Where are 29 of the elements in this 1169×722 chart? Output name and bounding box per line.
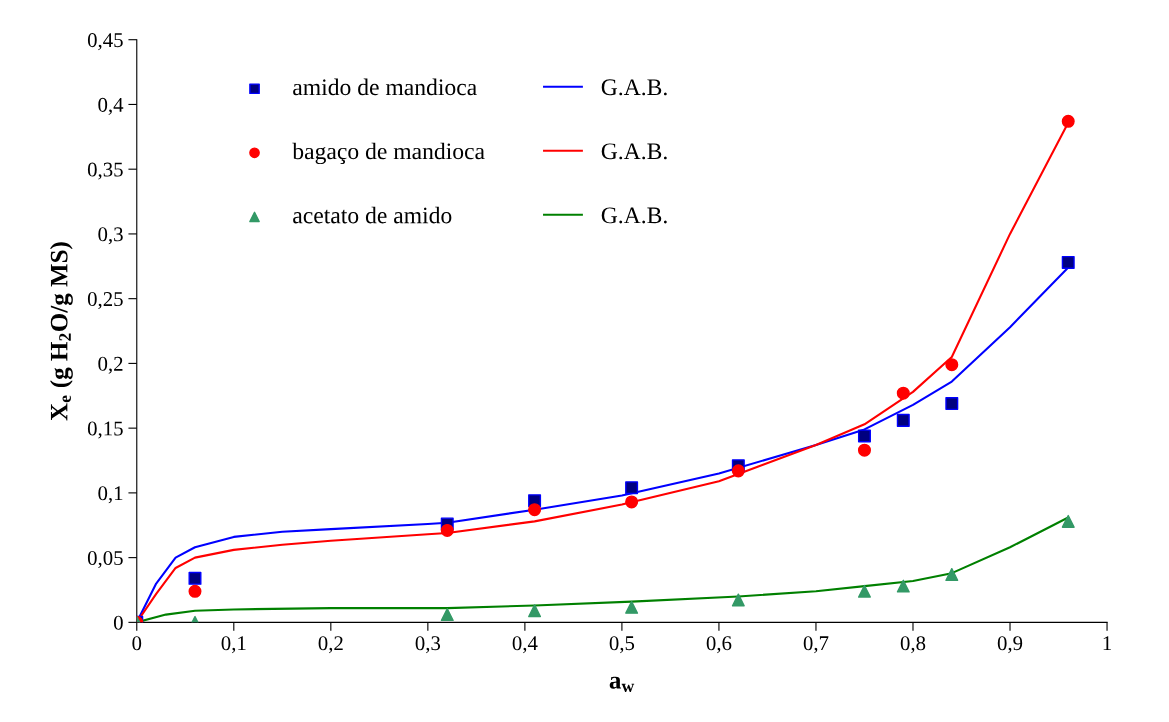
legend-label: acetato de amido: [293, 206, 452, 224]
x-tick-label: 1: [1103, 636, 1111, 651]
x-tick-label: 0,9: [997, 636, 1023, 654]
x-tick-label: 0,8: [900, 636, 926, 654]
y-tick-label: 0,2: [98, 356, 123, 374]
x-tick-label: 0: [132, 636, 142, 651]
x-tick-label: 0,1: [221, 636, 246, 654]
y-axis-title: X$_{e}$ (g H$_{2}$O/g MS): [49, 242, 73, 421]
x-tick-label: 0,3: [415, 636, 441, 654]
y-tick-label: 0: [113, 615, 123, 630]
y-tick-label: 0,1: [98, 486, 123, 504]
y-tick-label: 0,45: [87, 33, 123, 51]
legend-label: bagaço de mandioca: [292, 142, 485, 165]
y-tick-label: 0,3: [98, 227, 123, 245]
y-tick-label: 0,05: [87, 551, 123, 569]
legend-label: G.A.B.: [601, 143, 667, 160]
x-axis-title: a$_{w}$: [609, 676, 635, 693]
x-tick-label: 0,2: [318, 636, 343, 654]
y-tick-label: 0,25: [87, 292, 123, 310]
y-tick-label: 0,15: [87, 421, 123, 439]
legend-label: G.A.B.: [601, 79, 667, 96]
x-tick-label: 0,4: [512, 636, 538, 654]
legend-label: amido de mandioca: [293, 78, 477, 96]
y-tick-label: 0,4: [98, 97, 124, 115]
x-tick-label: 0,5: [609, 636, 635, 654]
y-tick-label: 0,35: [87, 162, 123, 180]
legend-label: G.A.B.: [601, 207, 667, 224]
x-tick-label: 0,7: [803, 636, 829, 654]
x-tick-label: 0,6: [706, 636, 732, 654]
